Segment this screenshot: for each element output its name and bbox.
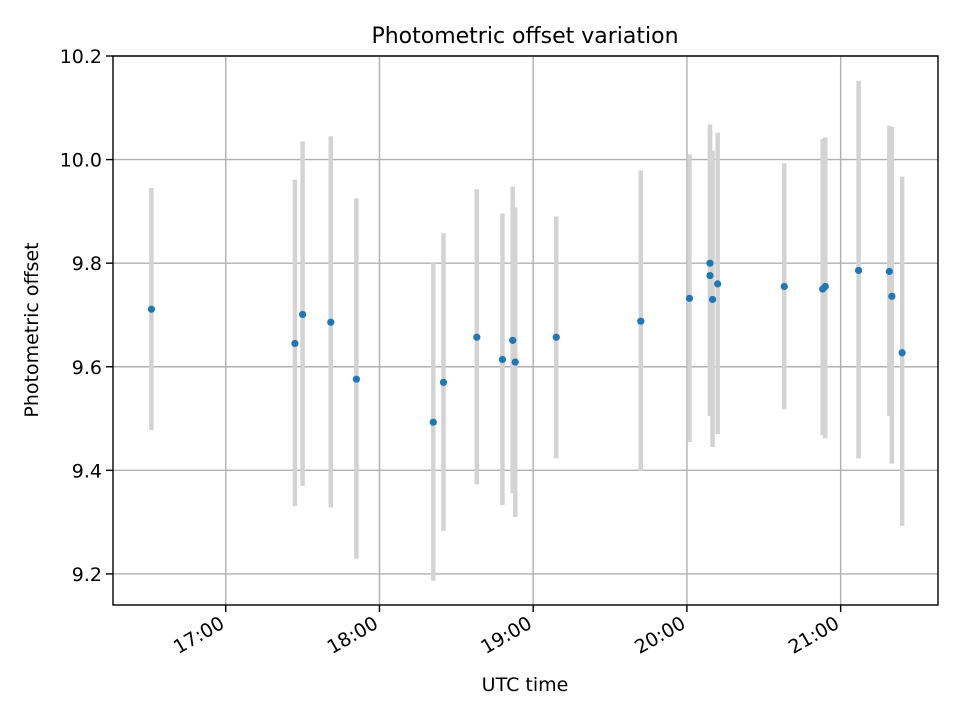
grid-layer xyxy=(113,55,938,605)
data-point xyxy=(706,272,714,280)
data-point xyxy=(511,358,519,366)
tick-layer: 17:00 18:00 19:00 20:00 21:00 9.2 9.4 9.6 9.8 10.… xyxy=(60,46,843,659)
data-point xyxy=(327,318,335,326)
data-point xyxy=(637,317,645,325)
data-point xyxy=(708,295,717,304)
y-tick-label: 10.2 xyxy=(60,46,102,68)
plot-frame xyxy=(112,55,939,606)
data-point xyxy=(552,333,560,341)
x-tick-label: 18:00 xyxy=(324,612,382,658)
data-point xyxy=(888,292,896,300)
y-tick-label: 9.6 xyxy=(72,357,102,379)
data-point xyxy=(298,310,307,319)
chart-title: Photometric offset variation xyxy=(371,24,678,49)
x-axis-label: UTC time xyxy=(482,674,569,696)
y-tick-label: 9.4 xyxy=(72,460,102,482)
point-layer xyxy=(147,259,906,426)
data-point xyxy=(429,418,437,426)
y-tick-label: 9.8 xyxy=(72,253,102,275)
x-tick-label: 19:00 xyxy=(477,612,535,658)
x-tick-label: 21:00 xyxy=(785,612,843,658)
data-point xyxy=(147,305,156,313)
data-point xyxy=(439,378,448,386)
data-point xyxy=(685,294,694,302)
data-point xyxy=(821,282,829,291)
y-axis-label: Photometric offset xyxy=(21,242,43,417)
x-tick-label: 20:00 xyxy=(631,612,689,658)
errorbar-layer xyxy=(149,80,905,581)
data-point xyxy=(352,375,361,383)
data-point xyxy=(706,259,714,267)
data-point xyxy=(854,266,863,275)
data-point xyxy=(473,333,481,341)
y-tick-label: 10.0 xyxy=(60,150,102,172)
data-point xyxy=(509,336,517,344)
data-point xyxy=(714,280,722,288)
data-point xyxy=(498,355,507,364)
x-tick-label: 17:00 xyxy=(170,612,228,658)
data-point xyxy=(291,339,299,348)
data-point xyxy=(885,267,893,276)
data-point xyxy=(780,282,788,291)
y-tick-label: 9.2 xyxy=(72,564,102,586)
data-point xyxy=(898,349,906,357)
